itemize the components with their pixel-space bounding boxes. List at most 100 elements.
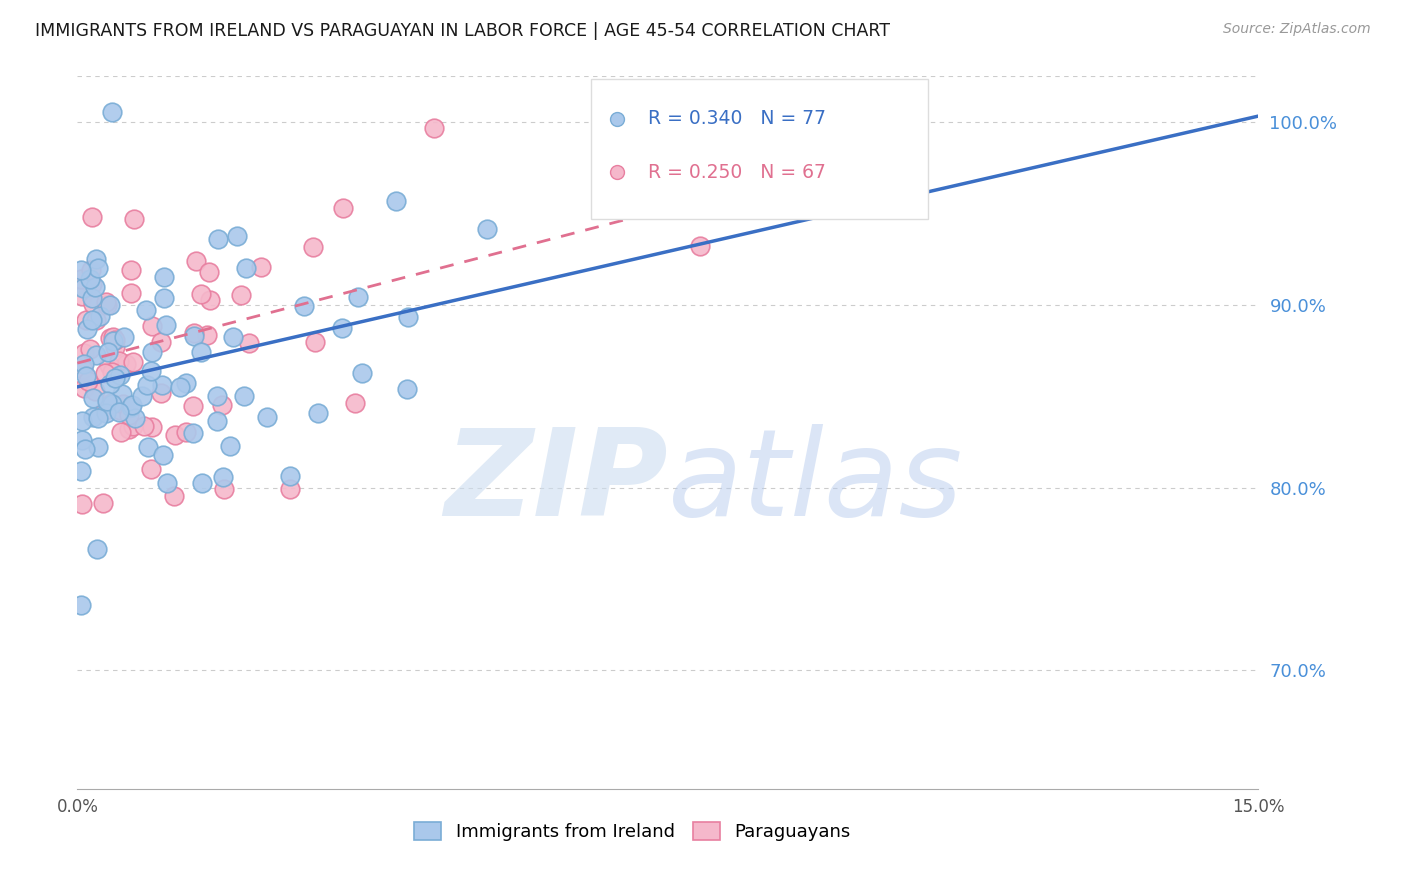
Point [108,403,131,417]
Point [301,239,323,253]
Point [94,406,117,420]
Point [87,410,110,425]
Point [111,386,134,401]
Point [75,312,97,326]
Point [118,422,141,436]
Point [70,465,93,479]
Point [292,300,315,314]
Point [141,419,163,434]
Point [183,326,205,341]
Point [155,318,177,333]
Text: R = 0.250   N = 67: R = 0.250 N = 67 [648,162,825,182]
Point [136,440,159,454]
Point [163,427,186,442]
Point [131,389,153,403]
Point [80,291,103,305]
Point [256,410,278,425]
Point [80,263,103,277]
Point [689,238,711,252]
Point [70,289,93,303]
Point [104,333,127,347]
Point [132,418,155,433]
Point [70,271,93,285]
Point [75,369,97,384]
Point [120,262,142,277]
Point [198,293,221,307]
Point [112,330,135,344]
Point [84,313,107,327]
Point [222,329,245,343]
Point [82,391,104,405]
Point [70,497,93,511]
Point [475,222,498,236]
Point [70,598,93,612]
Point [396,310,419,325]
Point [84,280,107,294]
Point [183,328,205,343]
Point [219,439,242,453]
Point [304,334,326,349]
Point [114,358,136,372]
Point [86,541,108,556]
Point [212,482,235,496]
Point [163,489,186,503]
Point [121,419,143,434]
Point [84,252,107,267]
Point [169,380,191,394]
Point [181,425,204,440]
Point [91,496,114,510]
Point [135,303,157,318]
Point [181,399,204,413]
Point [347,289,370,303]
Point [72,362,94,376]
Point [73,442,96,456]
Point [235,261,257,276]
Point [96,298,118,312]
Point [332,320,354,334]
Text: IMMIGRANTS FROM IRELAND VS PARAGUAYAN IN LABOR FORCE | AGE 45-54 CORRELATION CHA: IMMIGRANTS FROM IRELAND VS PARAGUAYAN IN… [35,22,890,40]
Point [83,384,105,399]
Point [97,344,120,359]
Point [307,406,329,420]
Point [195,327,218,342]
Point [120,285,142,300]
Point [211,398,233,412]
Point [229,288,252,302]
Point [184,254,207,268]
Point [101,365,124,379]
Point [107,354,129,368]
Point [87,440,110,454]
Point [72,281,94,295]
Point [174,425,197,440]
Point [97,358,120,372]
Point [152,449,174,463]
Point [94,403,117,417]
Point [70,414,93,428]
Point [278,482,301,496]
Point [190,287,212,301]
Text: atlas: atlas [668,424,963,541]
Point [94,366,117,380]
Point [238,336,260,351]
Point [100,397,122,411]
Point [118,408,141,422]
Point [190,475,212,490]
Point [278,468,301,483]
Point [207,232,229,246]
Point [344,396,367,410]
Point [82,210,104,224]
Point [96,394,118,409]
Point [80,313,103,327]
Point [150,386,173,401]
Point [70,263,93,277]
Point [76,322,98,336]
Point [124,410,146,425]
Point [135,377,157,392]
Point [141,363,163,377]
Point [153,291,176,305]
Point [350,366,373,380]
Point [112,396,135,410]
Legend: Immigrants from Ireland, Paraguayans: Immigrants from Ireland, Paraguayans [406,814,858,848]
Point [190,345,212,359]
Point [141,345,163,359]
